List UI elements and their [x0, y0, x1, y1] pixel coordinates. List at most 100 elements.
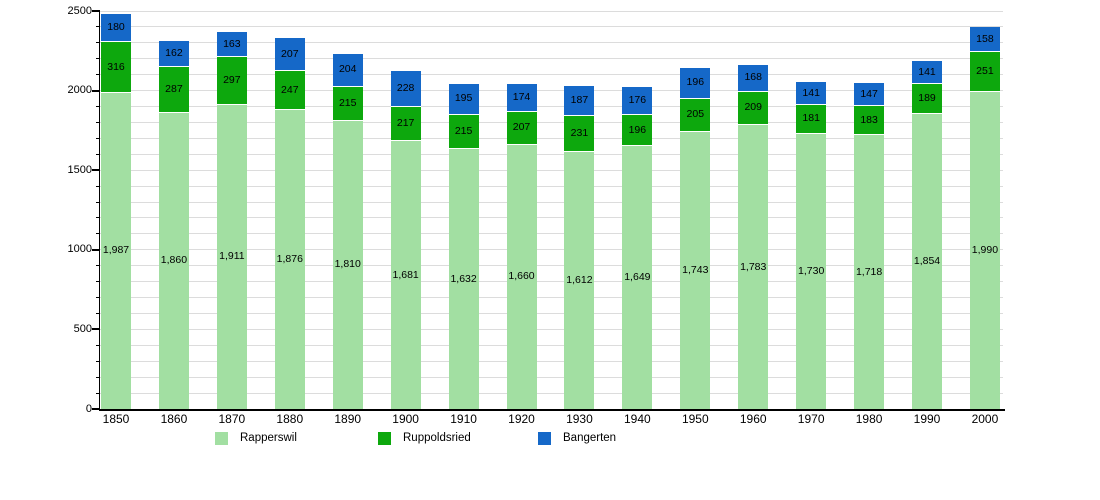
bar-segment-bangerten: 141: [912, 61, 943, 84]
bar-segment-ruppoldsried: 209: [738, 91, 769, 126]
bar-segment-ruppoldsried: 189: [912, 83, 943, 114]
bar-segment-ruppoldsried: 215: [332, 86, 363, 121]
bar-segment-ruppoldsried: 217: [390, 106, 421, 142]
gridline: [100, 265, 1003, 267]
x-axis-label: 1890: [334, 412, 362, 426]
bar-segment-ruppoldsried: 297: [216, 57, 247, 105]
bar-segment-rapperswil: 1,660: [506, 144, 537, 409]
bar-value-label: 181: [802, 112, 820, 125]
bar-value-label: 180: [107, 21, 125, 34]
bar-value-label: 1,660: [508, 270, 535, 283]
legend-label: Bangerten: [563, 432, 617, 444]
bar-segment-rapperswil: 1,810: [332, 120, 363, 409]
y-minor-tick: [96, 265, 100, 267]
legend-label: Rapperswil: [240, 432, 297, 444]
bar-value-label: 1,632: [450, 272, 477, 285]
y-minor-tick: [96, 121, 100, 123]
bar-value-label: 189: [918, 91, 936, 104]
gridline: [100, 297, 1003, 299]
gridline: [100, 281, 1003, 283]
bar-segment-bangerten: 158: [969, 27, 1000, 53]
bar-value-label: 1,649: [624, 271, 651, 284]
bar-value-label: 215: [338, 96, 357, 109]
bar-segment-bangerten: 163: [216, 31, 247, 58]
bar-segment-ruppoldsried: 316: [101, 42, 131, 93]
legend-item-ruppoldsried: Ruppoldsried: [378, 430, 471, 446]
x-axis-label: 2000: [971, 412, 999, 426]
bar-value-label: 195: [454, 92, 473, 105]
bar-segment-rapperswil: 1,911: [216, 104, 247, 409]
gridline: [100, 90, 1003, 92]
bar-value-label: 1,730: [798, 264, 825, 277]
y-minor-tick: [96, 376, 100, 378]
x-axis-label: 1980: [855, 412, 883, 426]
gridline: [100, 26, 1003, 28]
gridline: [100, 42, 1003, 44]
bar-value-label: 1,987: [102, 244, 130, 257]
y-axis-label: 2500: [67, 4, 92, 17]
x-axis-label: 1990: [913, 412, 941, 426]
y-minor-tick: [96, 58, 100, 60]
gridline: [100, 376, 1003, 378]
bar-value-label: 147: [860, 87, 878, 100]
bar-value-label: 174: [512, 90, 531, 103]
bar-value-label: 1,854: [913, 254, 941, 267]
bar-value-label: 1,681: [392, 268, 419, 281]
y-minor-tick: [96, 42, 100, 44]
gridline: [100, 74, 1003, 76]
y-minor-tick: [96, 312, 100, 314]
bar-segment-rapperswil: 1,612: [564, 152, 595, 409]
bar-value-label: 1,743: [682, 263, 709, 276]
bar-value-label: 287: [165, 83, 183, 96]
y-minor-tick: [96, 233, 100, 235]
bar-value-label: 215: [454, 125, 473, 138]
bar-value-label: 183: [860, 113, 878, 126]
x-axis-line: [98, 409, 1005, 411]
bar-segment-bangerten: 195: [448, 83, 479, 115]
bar-value-label: 141: [802, 86, 820, 99]
gridline: [100, 392, 1003, 394]
bar-segment-rapperswil: 1,649: [622, 146, 653, 409]
bar-segment-rapperswil: 1,860: [158, 112, 189, 409]
bar-value-label: 204: [338, 63, 357, 76]
bar-value-label: 141: [918, 65, 936, 78]
gridline: [100, 121, 1003, 123]
bar-segment-rapperswil: 1,876: [274, 110, 305, 409]
bar-segment-ruppoldsried: 181: [796, 104, 827, 134]
y-minor-tick: [96, 185, 100, 187]
bar-value-label: 163: [223, 37, 241, 50]
bar-value-label: 1,990: [971, 244, 999, 257]
gridline: [100, 137, 1003, 139]
bar-segment-bangerten: 187: [564, 85, 595, 116]
y-axis-line: [98, 11, 100, 411]
y-minor-tick: [96, 392, 100, 394]
x-axis-label: 1870: [218, 412, 246, 426]
y-major-tick: [92, 248, 100, 251]
y-axis-label: 1500: [67, 163, 92, 176]
bar-segment-bangerten: 204: [332, 54, 363, 87]
y-minor-tick: [96, 153, 100, 155]
bar-value-label: 205: [686, 108, 705, 121]
bar-value-label: 196: [686, 76, 705, 89]
bar-value-label: 168: [744, 71, 762, 84]
bar-segment-rapperswil: 1,987: [101, 92, 131, 409]
x-axis-label: 1930: [566, 412, 593, 426]
x-axis-label: 1910: [450, 412, 477, 426]
bar-segment-rapperswil: 1,990: [969, 92, 1000, 409]
x-axis-label: 1950: [681, 412, 709, 426]
bar-segment-bangerten: 228: [390, 70, 421, 107]
bar-value-label: 217: [396, 117, 415, 130]
bar-segment-rapperswil: 1,783: [738, 125, 769, 409]
bar-value-label: 207: [281, 47, 299, 60]
y-axis-label: 0: [85, 402, 92, 415]
bar-segment-ruppoldsried: 287: [158, 67, 189, 113]
gridline: [100, 233, 1003, 235]
bar-segment-ruppoldsried: 207: [506, 111, 537, 145]
bar-segment-rapperswil: 1,730: [796, 133, 827, 409]
bar-segment-rapperswil: 1,854: [912, 113, 943, 409]
y-minor-tick: [96, 74, 100, 76]
bar-segment-ruppoldsried: 205: [680, 98, 711, 132]
y-minor-tick: [96, 106, 100, 108]
x-axis-label: 1920: [508, 412, 535, 426]
y-minor-tick: [96, 137, 100, 139]
